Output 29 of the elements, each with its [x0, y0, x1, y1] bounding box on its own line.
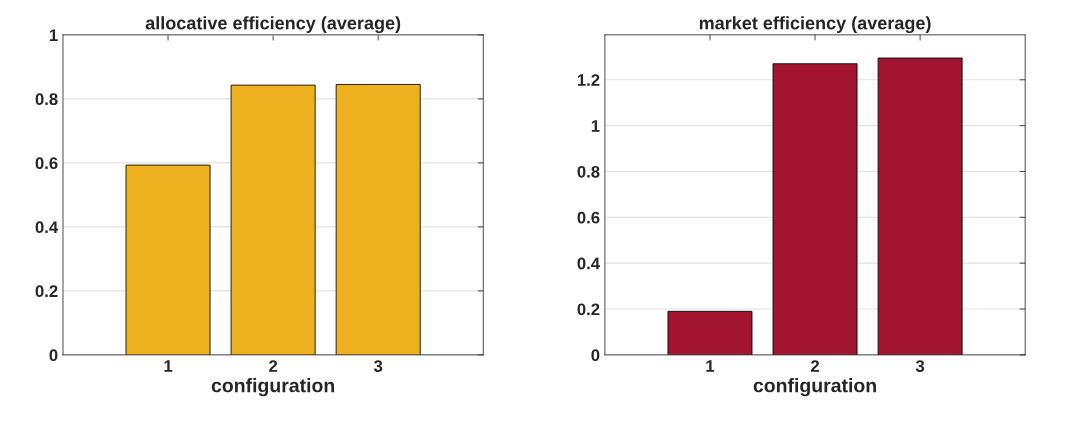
- x-tick-label: 3: [373, 360, 383, 372]
- x-tick-label: 2: [269, 360, 278, 372]
- x-tick-label: 1: [164, 360, 173, 372]
- y-tick-label: 0.2: [35, 285, 58, 298]
- y-tick-label: 0: [49, 349, 58, 362]
- y-tick-label: 0.4: [577, 257, 600, 270]
- bar: [125, 164, 211, 355]
- y-tick-label: 1: [591, 120, 600, 132]
- y-tick-label: 0.2: [577, 303, 600, 316]
- bar: [335, 84, 421, 355]
- y-tick-label: 0.6: [35, 157, 58, 170]
- y-tick-label: 0.4: [35, 221, 59, 234]
- y-tick-label: 0.8: [35, 93, 58, 106]
- y-tick-label: 1.2: [577, 74, 600, 86]
- y-tick-label: 0: [591, 349, 600, 362]
- bar: [877, 57, 963, 355]
- x-axis-title: configuration: [753, 378, 876, 397]
- bar: [667, 310, 753, 355]
- x-tick-label: 2: [810, 360, 820, 372]
- y-tick-label: 0.6: [577, 211, 600, 224]
- y-tick-label: 0.8: [577, 165, 600, 178]
- x-axis-title: configuration: [211, 378, 335, 397]
- chart-title: market efficiency (average): [699, 16, 931, 34]
- y-tick-label: 1: [49, 29, 58, 41]
- bar: [772, 63, 858, 355]
- bar: [230, 84, 316, 355]
- chart-title: allocative efficiency (average): [145, 16, 401, 34]
- x-tick-label: 3: [915, 360, 925, 372]
- x-tick-label: 1: [706, 360, 715, 372]
